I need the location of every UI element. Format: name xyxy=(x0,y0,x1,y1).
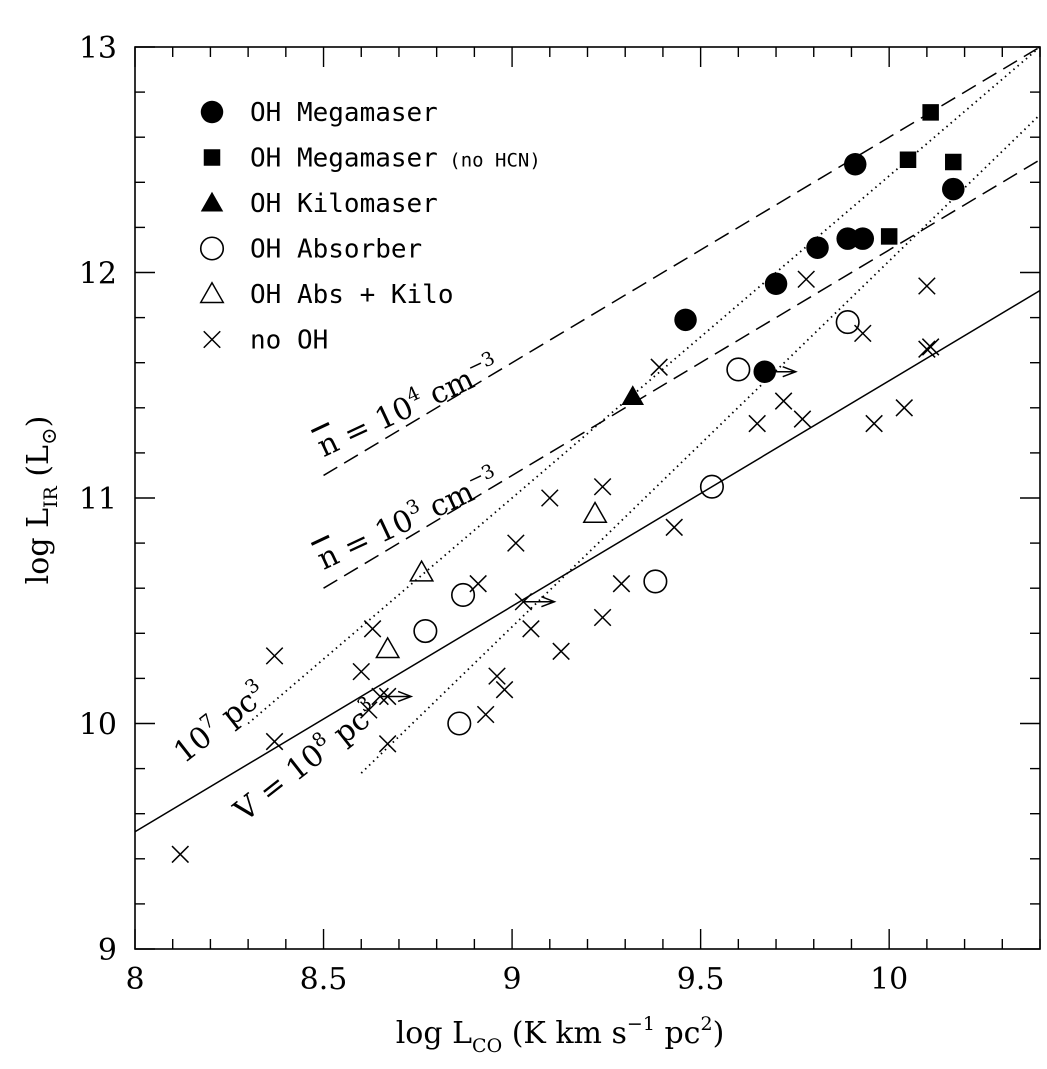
legend-label: OH Abs + Kilo xyxy=(250,280,454,310)
legend-label: no OH xyxy=(250,326,328,356)
data-point-cross xyxy=(797,270,815,289)
data-point-cross xyxy=(522,620,540,638)
data-point-filled-square xyxy=(880,228,898,245)
annotation-n3: n = 103 cm−3 xyxy=(311,460,505,578)
data-point-filled-circle xyxy=(674,308,697,332)
legend-label: OH Kilomaser xyxy=(250,189,438,219)
data-point-cross xyxy=(360,701,378,719)
legend-marker xyxy=(199,281,225,304)
data-point-filled-circle xyxy=(764,272,788,296)
data-point-cross xyxy=(541,489,559,507)
data-point-open-circle xyxy=(699,474,724,499)
data-point-cross xyxy=(650,358,668,376)
y-tick-label: 9 xyxy=(98,933,117,968)
y-axis-title: log LIR (L⊙) xyxy=(21,416,62,585)
data-point-open-circle xyxy=(451,582,476,608)
data-point-filled-square xyxy=(945,153,962,171)
x-axis-title: log LCO (K km s−1 pc2) xyxy=(396,1013,725,1057)
data-point-cross xyxy=(895,399,914,417)
data-point-filled-circle xyxy=(843,153,867,176)
y-tick-label: 13 xyxy=(79,31,117,66)
data-point-cross xyxy=(488,667,506,685)
data-point-cross xyxy=(352,662,371,681)
legend-marker xyxy=(203,149,221,166)
data-point-cross xyxy=(265,647,284,665)
data-point-cross xyxy=(265,732,284,751)
x-tick-label: 9.5 xyxy=(677,962,725,997)
data-point-filled-circle xyxy=(806,236,829,259)
legend-label: OH Megamaser (no HCN) xyxy=(250,144,541,174)
legend-marker xyxy=(200,100,224,124)
data-point-open-circle xyxy=(447,711,472,736)
data-point-cross xyxy=(593,477,612,496)
data-point-cross xyxy=(748,414,766,433)
data-point-filled-triangle xyxy=(621,385,644,405)
data-point-cross xyxy=(865,414,883,433)
data-point-cross xyxy=(921,338,940,356)
data-point-filled-circle xyxy=(851,227,875,250)
data-point-cross xyxy=(476,705,495,724)
dashed-model-line xyxy=(323,159,1040,589)
limit-arrow xyxy=(380,690,414,703)
data-point-cross xyxy=(363,620,382,638)
legend-label: OH Absorber xyxy=(250,235,422,265)
data-point-filled-square xyxy=(922,104,939,121)
dashed-model-line xyxy=(323,47,1040,477)
legend-marker xyxy=(200,191,224,212)
legend-label: OH Megamaser xyxy=(250,98,438,128)
y-tick-label: 10 xyxy=(79,708,117,743)
dotted-model-line xyxy=(360,114,1040,774)
data-point-open-circle xyxy=(835,310,860,335)
data-point-open-circle xyxy=(413,618,438,644)
data-point-cross xyxy=(774,392,793,410)
data-point-cross xyxy=(507,534,525,552)
data-point-cross xyxy=(495,680,514,699)
limit-arrow xyxy=(764,366,798,378)
data-point-open-circle xyxy=(726,357,751,382)
data-point-open-circle xyxy=(643,569,668,594)
solid-model-line xyxy=(135,289,1040,833)
data-point-cross xyxy=(612,574,631,593)
y-tick-label: 11 xyxy=(79,482,117,517)
y-tick-label: 12 xyxy=(79,257,117,292)
data-point-filled-circle xyxy=(942,177,965,201)
data-point-cross xyxy=(378,735,397,753)
legend-marker xyxy=(199,236,225,261)
annotation-v7: 107 pc3 xyxy=(166,674,274,770)
data-point-open-triangle xyxy=(409,559,435,582)
data-point-cross xyxy=(171,845,190,864)
data-point-cross xyxy=(853,324,872,343)
data-point-cross xyxy=(918,340,936,358)
x-tick-label: 8.5 xyxy=(300,962,348,997)
data-point-open-triangle xyxy=(375,636,401,659)
legend-marker xyxy=(203,330,221,349)
data-point-cross xyxy=(665,518,684,537)
data-point-cross xyxy=(593,608,612,627)
x-tick-label: 9 xyxy=(503,962,522,997)
data-point-cross xyxy=(793,410,812,428)
x-tick-label: 10 xyxy=(870,962,908,997)
data-point-open-triangle xyxy=(582,501,608,523)
plot-frame xyxy=(134,46,1041,950)
data-point-cross xyxy=(469,574,487,593)
data-point-cross xyxy=(552,642,570,661)
data-point-filled-square xyxy=(899,151,917,168)
data-point-cross xyxy=(918,277,936,295)
annotation-n4: n = 104 cm−3 xyxy=(311,347,505,465)
x-tick-label: 8 xyxy=(125,962,144,997)
limit-arrow xyxy=(523,596,557,608)
